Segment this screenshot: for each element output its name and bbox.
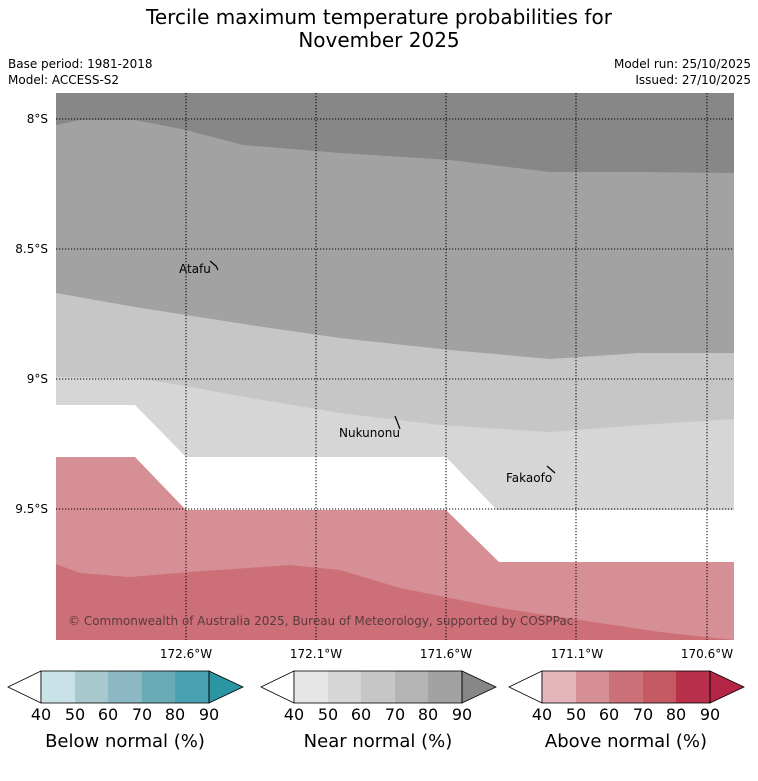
- place-atafu: Atafu: [179, 262, 211, 276]
- lon-label-172-6w: 172.6°W: [159, 647, 213, 661]
- colorbar-below-frame: [40, 670, 210, 704]
- colorbar-near-low-arrow: [260, 670, 295, 704]
- colorbar-below-swatch-5: [175, 671, 209, 703]
- lat-label-9-5s: 9.5°S: [15, 502, 48, 516]
- near-normal-70-region: [56, 93, 734, 173]
- colorbar-above-swatch-4: [643, 671, 676, 703]
- near-tick: 80: [417, 705, 439, 724]
- below-tick: 40: [30, 705, 52, 724]
- fakaofo-atoll: [546, 465, 556, 474]
- near-tick: 50: [317, 705, 339, 724]
- near-tick: 40: [283, 705, 305, 724]
- lon-label-171-6w: 171.6°W: [419, 647, 473, 661]
- model-run: Model run: 25/10/2025: [613, 57, 751, 71]
- colorbar-above-swatch-5: [676, 671, 710, 703]
- above-tick: 70: [632, 705, 654, 724]
- copyright-notice: © Commonwealth of Australia 2025, Bureau…: [68, 614, 574, 628]
- colorbar-above: [508, 670, 745, 704]
- below-tick: 60: [97, 705, 119, 724]
- near-tick: 90: [451, 705, 473, 724]
- near-tick: 60: [350, 705, 372, 724]
- lat-label-8-5s: 8.5°S: [15, 242, 48, 256]
- colorbar-below-swatch-2: [75, 671, 108, 703]
- lon-label-172-1w: 172.1°W: [289, 647, 343, 661]
- colorbar-near: [260, 670, 497, 704]
- colorbar-near-swatch-5: [428, 671, 462, 703]
- colorbar-above-low-arrow: [508, 670, 543, 704]
- near-normal-label: Near normal (%): [303, 731, 453, 752]
- above-normal-60-region: [56, 564, 734, 640]
- model-name: Model: ACCESS-S2: [8, 73, 120, 87]
- colorbar-near-frame: [293, 670, 463, 704]
- colorbar-near-high-arrow: [461, 670, 497, 704]
- near-tick: 70: [384, 705, 406, 724]
- above-tick: 60: [598, 705, 620, 724]
- nukunonu-atoll: [394, 415, 401, 430]
- colorbar-above-frame: [541, 670, 711, 704]
- place-nukunonu: Nukunonu: [339, 426, 400, 440]
- colorbar-below-low-arrow: [7, 670, 42, 704]
- below-tick: 50: [64, 705, 86, 724]
- colorbar-below: [7, 670, 244, 704]
- colorbar-above-swatch-1: [542, 671, 576, 703]
- colorbar-below-swatch-3: [108, 671, 142, 703]
- above-normal-label: Above normal (%): [544, 731, 708, 752]
- title-line-2: November 2025: [298, 28, 460, 52]
- title-line-1: Tercile maximum temperature probabilitie…: [146, 5, 612, 29]
- lon-label-171-1w: 171.1°W: [550, 647, 604, 661]
- lat-label-8s: 8°S: [26, 112, 48, 126]
- above-tick: 80: [665, 705, 687, 724]
- above-tick: 40: [531, 705, 553, 724]
- colorbar-near-swatch-4: [395, 671, 428, 703]
- below-tick: 90: [198, 705, 220, 724]
- graticule: [56, 93, 734, 640]
- colorbar-above-swatch-3: [609, 671, 643, 703]
- below-tick: 70: [131, 705, 153, 724]
- above-tick: 90: [699, 705, 721, 724]
- base-period: Base period: 1981-2018: [8, 57, 153, 71]
- colorbar-near-swatch-3: [361, 671, 395, 703]
- colorbar-near-swatch-1: [294, 671, 328, 703]
- colorbar-below-swatch-1: [41, 671, 75, 703]
- atafu-atoll: [209, 260, 219, 271]
- colorbar-below-swatch-4: [142, 671, 175, 703]
- colorbar-below-high-arrow: [208, 670, 244, 704]
- below-normal-label: Below normal (%): [45, 731, 205, 752]
- above-tick: 50: [565, 705, 587, 724]
- colorbar-above-high-arrow: [709, 670, 745, 704]
- lon-label-170-6w: 170.6°W: [680, 647, 734, 661]
- place-fakaofo: Fakaofo: [506, 471, 553, 485]
- below-tick: 80: [164, 705, 186, 724]
- colorbar-near-swatch-2: [328, 671, 361, 703]
- colorbar-above-swatch-2: [576, 671, 609, 703]
- issued-date: Issued: 27/10/2025: [635, 73, 751, 87]
- lat-label-9s: 9°S: [26, 372, 48, 386]
